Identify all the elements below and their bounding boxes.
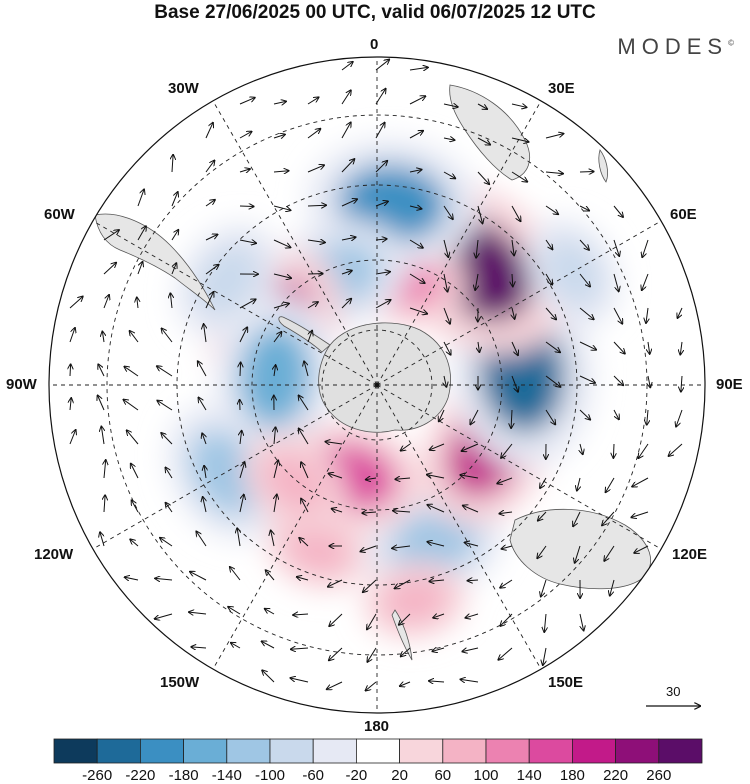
colorbar-swatch [97, 739, 140, 763]
colorbar-tick-label: 20 [391, 767, 408, 784]
lon-label-60e: 60E [670, 206, 697, 223]
lon-label-90w: 90W [6, 376, 37, 393]
colorbar-swatch [54, 739, 97, 763]
lon-label-60w: 60W [44, 206, 75, 223]
colorbar-swatch [443, 739, 486, 763]
reference-vector-value: 30 [666, 684, 680, 699]
lon-label-120e: 120E [672, 546, 707, 563]
colorbar-swatch [270, 739, 313, 763]
colorbar-swatch [140, 739, 183, 763]
colorbar-tick-label: -60 [302, 767, 324, 784]
colorbar-swatch [659, 739, 702, 763]
lon-label-0: 0 [370, 36, 378, 53]
colorbar-swatch [184, 739, 227, 763]
wind-vector [468, 580, 478, 581]
colorbar-swatch [529, 739, 572, 763]
wind-vector [580, 172, 594, 173]
colorbar-swatch [313, 739, 356, 763]
south-pole-marker [375, 383, 380, 388]
colorbar-tick-label: -20 [346, 767, 368, 784]
lon-label-150w: 150W [160, 674, 199, 691]
lon-label-30e: 30E [548, 80, 575, 97]
colorbar [54, 739, 702, 763]
colorbar-tick-label: 180 [560, 767, 585, 784]
antarctica [319, 323, 451, 432]
wind-vector [240, 206, 254, 207]
colorbar-swatch [616, 739, 659, 763]
colorbar-tick-label: 260 [646, 767, 671, 784]
colorbar-swatch [356, 739, 399, 763]
colorbar-tick-label: 100 [473, 767, 498, 784]
lon-label-150e: 150E [548, 674, 583, 691]
colorbar-swatch [400, 739, 443, 763]
colorbar-tick-label: -220 [125, 767, 155, 784]
colorbar-tick-label: -180 [169, 767, 199, 784]
lon-label-180: 180 [364, 718, 389, 735]
colorbar-tick-label: -140 [212, 767, 242, 784]
colorbar-tick-label: -260 [82, 767, 112, 784]
colorbar-tick-label: 60 [434, 767, 451, 784]
colorbar-tick-label: 140 [517, 767, 542, 784]
wind-vector [240, 363, 241, 377]
lon-label-90e: 90E [716, 376, 743, 393]
colorbar-swatch [227, 739, 270, 763]
lon-label-30w: 30W [168, 80, 199, 97]
lon-label-120w: 120W [34, 546, 73, 563]
colorbar-swatch [486, 739, 529, 763]
colorbar-tick-label: 220 [603, 767, 628, 784]
colorbar-tick-label: -100 [255, 767, 285, 784]
colorbar-swatch [572, 739, 615, 763]
wind-vector [70, 364, 71, 376]
wind-vector [613, 444, 614, 458]
